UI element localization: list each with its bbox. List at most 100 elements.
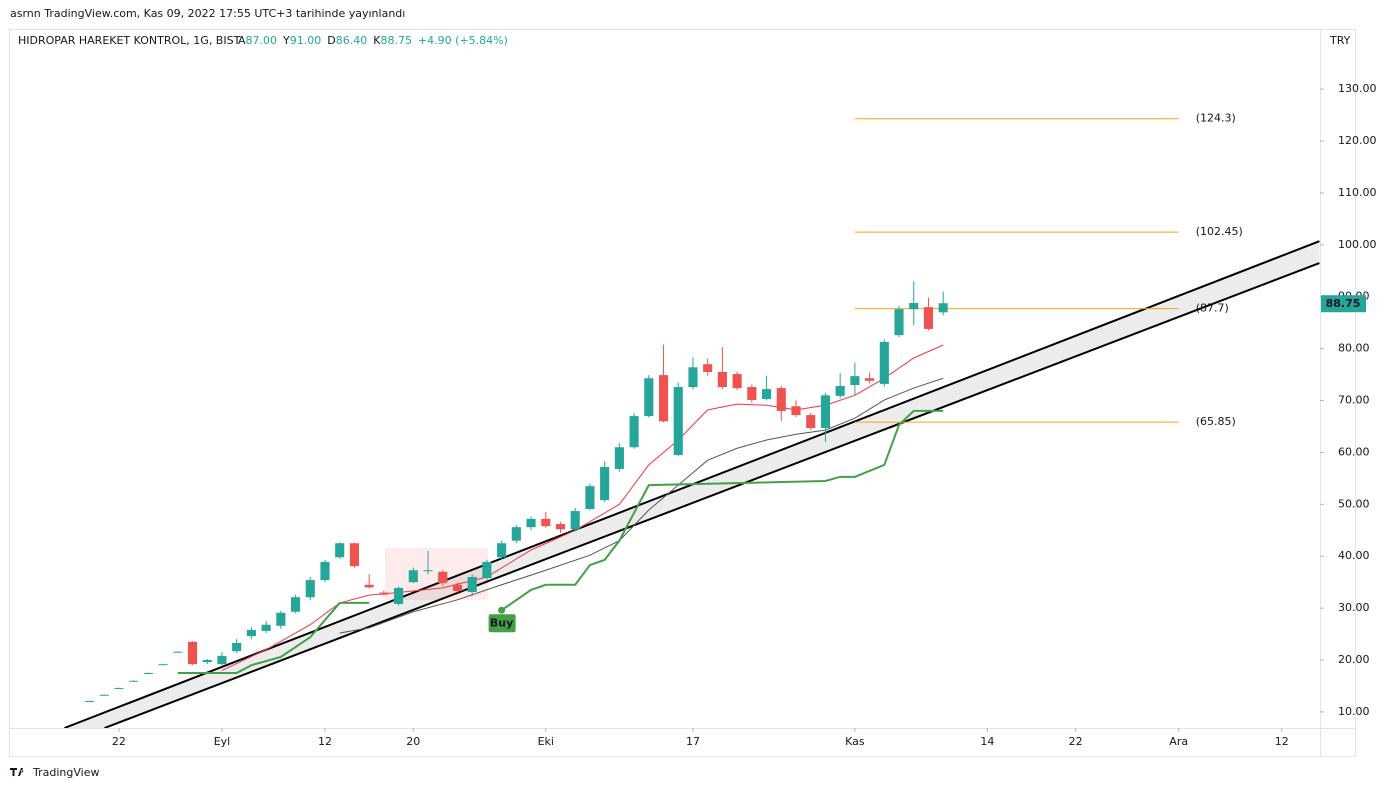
candle-body — [614, 447, 624, 470]
candle-body — [452, 584, 463, 591]
candle-body — [747, 387, 757, 401]
candle-body — [703, 364, 713, 372]
candle-body — [290, 597, 301, 612]
candle-body — [717, 371, 727, 388]
candle-body — [482, 561, 492, 579]
candle-body — [673, 387, 683, 456]
x-tick-label: 22 — [112, 735, 126, 748]
candle-body — [143, 672, 153, 674]
candle-body — [173, 651, 183, 653]
frame — [9, 29, 1356, 757]
candle-body — [835, 386, 845, 396]
x-tick-label: 12 — [318, 735, 332, 748]
ohlc-value: 91.00 — [290, 34, 322, 47]
y-tick-label: 70.00 — [1338, 394, 1370, 407]
candle-body — [938, 303, 948, 313]
candle-body — [320, 561, 330, 581]
indicator-line — [177, 601, 370, 674]
y-tick-label: 120.00 — [1338, 134, 1377, 147]
x-tick-label: 14 — [980, 735, 994, 748]
level-label: (87.7) — [1196, 302, 1229, 315]
candle-body — [467, 576, 477, 593]
candle-body — [276, 612, 286, 626]
ohlc-value: 86.40 — [336, 34, 368, 47]
x-tick-label: 17 — [686, 735, 700, 748]
candle-body — [791, 406, 801, 416]
indicator-line — [221, 344, 944, 671]
candle-body — [600, 466, 610, 501]
candle-body — [394, 587, 404, 604]
change: +4.90 (+5.84%) — [418, 34, 508, 47]
y-tick-label: 130.00 — [1338, 82, 1377, 95]
ohlc-key: K — [373, 34, 381, 47]
y-tick-label: 80.00 — [1338, 342, 1370, 355]
y-tick-label: 100.00 — [1338, 238, 1377, 251]
candle-body — [761, 389, 772, 399]
candle-body — [526, 518, 536, 528]
candle-body — [644, 378, 654, 417]
candle-body — [732, 374, 742, 389]
candle-body — [909, 302, 919, 310]
x-tick-label: 12 — [1275, 735, 1289, 748]
candle-body — [408, 570, 418, 583]
price-badge — [1321, 295, 1366, 313]
candle-body — [688, 367, 698, 388]
x-tick-label: 20 — [406, 735, 420, 748]
ohlc-key: Y — [282, 34, 290, 47]
indicator-line — [501, 409, 944, 612]
plot — [64, 118, 1320, 728]
candle-body — [865, 378, 875, 381]
level-label: (124.3) — [1196, 112, 1236, 125]
candle-body — [84, 701, 95, 703]
ohlc-key: D — [327, 34, 335, 47]
candle-body — [570, 511, 580, 530]
x-tick-label: Ara — [1169, 735, 1188, 748]
x-tick-label: Eyl — [214, 735, 231, 748]
ohlc-legend: A87.00 Y91.00 D86.40 K88.75 +4.90 (+5.84%) — [238, 34, 508, 47]
ohlc-value: 87.00 — [246, 34, 278, 47]
ohlc-value: 88.75 — [380, 34, 412, 47]
x-tick-label: 22 — [1069, 735, 1083, 748]
candle-body — [629, 416, 639, 448]
trend-line — [104, 262, 1320, 728]
signal-label: Buy — [490, 617, 513, 630]
ohlc-key: A — [238, 34, 246, 47]
candle-body — [158, 664, 168, 666]
candle-body — [879, 341, 889, 384]
candle-body — [438, 571, 448, 584]
signal-dot — [498, 606, 506, 614]
candle-body — [202, 660, 212, 663]
candle-body — [187, 641, 198, 665]
y-tick-label: 50.00 — [1338, 497, 1370, 510]
candle-body — [129, 680, 139, 682]
candle-body — [820, 395, 831, 429]
candle-body — [232, 642, 242, 652]
signal-badge — [488, 614, 516, 633]
candle-body — [99, 694, 109, 696]
footer-logo — [10, 768, 24, 776]
candle-body — [364, 584, 374, 588]
candle-body — [894, 309, 904, 336]
currency: TRY — [1329, 34, 1351, 47]
candle-body — [261, 624, 271, 631]
candle-body — [497, 543, 507, 558]
candle-body — [217, 655, 227, 665]
candle-body — [246, 629, 256, 637]
candle-body — [923, 307, 934, 329]
y-tick-label: 20.00 — [1338, 653, 1370, 666]
candle-body — [658, 375, 669, 422]
y-tick-label: 10.00 — [1338, 705, 1370, 718]
y-tick-label: 40.00 — [1338, 549, 1370, 562]
candle-body — [541, 518, 551, 527]
candle-body — [511, 527, 521, 541]
y-tick-label: 30.00 — [1338, 601, 1370, 614]
y-tick-label: 60.00 — [1338, 445, 1370, 458]
candle-body — [349, 543, 359, 567]
candle-body — [335, 543, 345, 558]
candle-body — [806, 415, 816, 429]
candle-body — [776, 388, 786, 411]
level-label: (65.85) — [1196, 415, 1236, 428]
candle-body — [379, 592, 389, 595]
candle-body — [423, 570, 433, 572]
